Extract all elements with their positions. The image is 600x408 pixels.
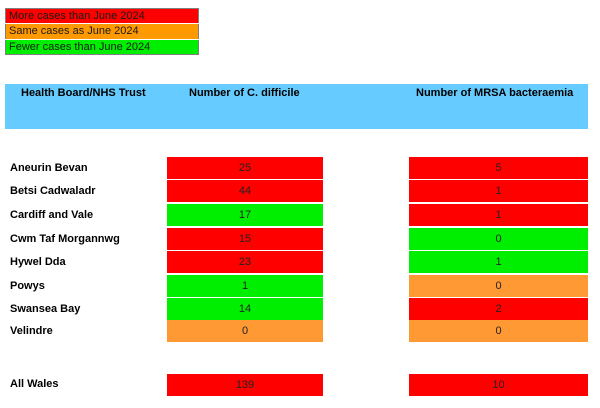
c-difficile-cell: 23: [167, 251, 323, 273]
mrsa-cell: 0: [409, 320, 588, 342]
row-label: Swansea Bay: [10, 303, 81, 315]
legend-more-label: More cases than June 2024: [9, 10, 145, 22]
column-header-mrsa: Number of MRSA bacteraemia: [416, 87, 574, 99]
c-difficile-cell: 0: [167, 320, 323, 342]
row-label: Cwm Taf Morgannwg: [10, 233, 120, 245]
c-difficile-cell: 17: [167, 204, 323, 226]
row-label: Aneurin Bevan: [10, 162, 88, 174]
row-label: Betsi Cadwaladr: [10, 185, 96, 197]
table-header-band: [5, 84, 588, 129]
total-c-difficile-cell: 139: [167, 374, 323, 396]
legend-fewer-label: Fewer cases than June 2024: [9, 41, 151, 53]
column-header-health-board: Health Board/NHS Trust: [21, 87, 146, 99]
c-difficile-cell: 14: [167, 298, 323, 320]
row-label: Velindre: [10, 325, 53, 337]
c-difficile-cell: 15: [167, 228, 323, 250]
legend-fewer-cases: Fewer cases than June 2024: [5, 40, 199, 55]
mrsa-cell: 5: [409, 157, 588, 179]
legend-more-cases: More cases than June 2024: [5, 8, 199, 23]
mrsa-cell: 0: [409, 275, 588, 297]
mrsa-cell: 1: [409, 204, 588, 226]
row-label: Powys: [10, 280, 45, 292]
c-difficile-cell: 1: [167, 275, 323, 297]
mrsa-cell: 1: [409, 180, 588, 202]
row-label: Cardiff and Vale: [10, 209, 94, 221]
legend-same-label: Same cases as June 2024: [9, 25, 139, 37]
legend-same-cases: Same cases as June 2024: [5, 24, 199, 39]
mrsa-cell: 1: [409, 251, 588, 273]
total-mrsa-cell: 10: [409, 374, 588, 396]
c-difficile-cell: 25: [167, 157, 323, 179]
c-difficile-cell: 44: [167, 180, 323, 202]
column-header-c-difficile: Number of C. difficile: [189, 87, 300, 99]
total-label: All Wales: [10, 378, 59, 390]
mrsa-cell: 2: [409, 298, 588, 320]
mrsa-cell: 0: [409, 228, 588, 250]
row-label: Hywel Dda: [10, 256, 66, 268]
